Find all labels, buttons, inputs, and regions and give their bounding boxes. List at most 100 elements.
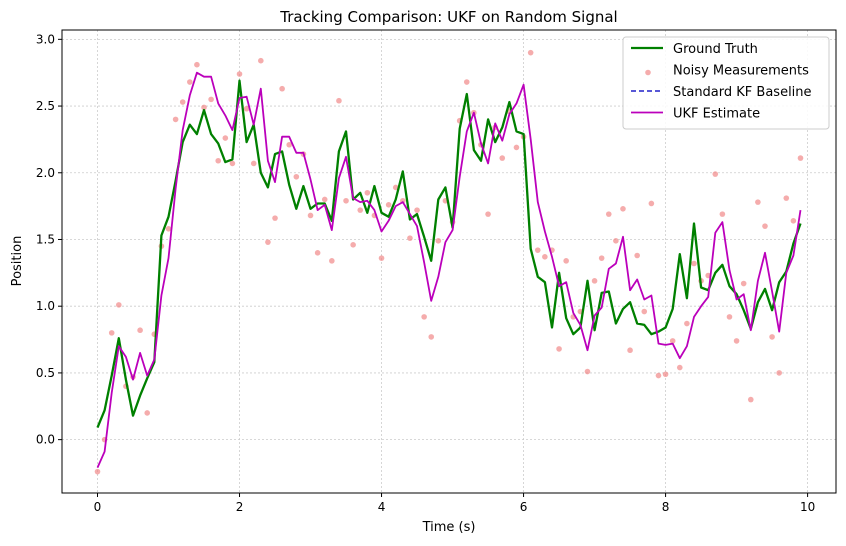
scatter-point bbox=[265, 239, 271, 245]
chart-title: Tracking Comparison: UKF on Random Signa… bbox=[279, 8, 617, 26]
scatter-point bbox=[329, 258, 335, 264]
y-tick-label: 1.5 bbox=[36, 232, 55, 246]
scatter-point bbox=[655, 372, 662, 379]
scatter-point bbox=[591, 278, 598, 284]
scatter-point bbox=[513, 144, 520, 151]
plot-area bbox=[94, 49, 804, 475]
scatter-point bbox=[428, 334, 435, 340]
scatter-point bbox=[94, 468, 101, 475]
scatter-point bbox=[116, 302, 122, 308]
scatter-point bbox=[378, 255, 385, 261]
scatter-point bbox=[357, 207, 364, 213]
scatter-point bbox=[343, 197, 349, 204]
scatter-point bbox=[243, 105, 250, 112]
scatter-point bbox=[769, 334, 775, 340]
scatter-point bbox=[286, 141, 293, 148]
legend-entry-noisy-measurements: Noisy Measurements bbox=[645, 64, 809, 79]
scatter-point bbox=[108, 330, 115, 336]
scatter-point bbox=[747, 396, 754, 403]
scatter-point bbox=[392, 184, 399, 191]
scatter-point bbox=[229, 160, 236, 167]
legend-label: Ground Truth bbox=[673, 42, 758, 57]
legend-label: Noisy Measurements bbox=[673, 64, 809, 79]
line-series-ukf-estimate bbox=[96, 71, 802, 468]
scatter-point bbox=[598, 255, 605, 261]
scatter-point bbox=[407, 235, 413, 241]
y-tick-label: 0.5 bbox=[36, 366, 55, 380]
x-tick-label: 10 bbox=[800, 500, 815, 514]
scatter-point bbox=[194, 61, 200, 68]
scatter-point bbox=[797, 155, 804, 161]
scatter-point bbox=[584, 368, 591, 375]
scatter-point bbox=[201, 104, 207, 111]
scatter-point bbox=[279, 85, 285, 92]
legend-marker bbox=[645, 69, 651, 76]
y-tick-label: 2.5 bbox=[36, 99, 55, 113]
legend-label: UKF Estimate bbox=[673, 107, 760, 122]
y-tick-label: 1.0 bbox=[36, 299, 55, 313]
scatter-point bbox=[215, 157, 222, 164]
scatter-point bbox=[605, 211, 612, 217]
scatter-point bbox=[762, 223, 768, 229]
scatter-point bbox=[669, 338, 676, 344]
scatter-point bbox=[641, 308, 648, 315]
scatter-point bbox=[719, 211, 726, 217]
scatter-point bbox=[307, 212, 314, 219]
y-tick-label: 3.0 bbox=[36, 32, 55, 46]
scatter-point bbox=[527, 49, 534, 56]
legend: Ground Truth Noisy Measurements Standard K… bbox=[622, 36, 830, 130]
scatter-point bbox=[137, 327, 143, 334]
x-axis-label: Time (s) bbox=[422, 520, 476, 535]
scatter-point bbox=[563, 258, 569, 264]
scatter-point bbox=[627, 347, 633, 354]
scatter-point bbox=[648, 200, 655, 207]
x-tick-label: 2 bbox=[236, 500, 244, 514]
x-axis: 0 2 4 6 8 10 bbox=[94, 493, 815, 514]
scatter-point bbox=[172, 116, 179, 123]
scatter-point bbox=[691, 260, 697, 267]
scatter-point bbox=[187, 79, 193, 85]
scatter-point bbox=[350, 242, 356, 248]
scatter-point bbox=[435, 238, 442, 244]
scatter-point bbox=[684, 320, 690, 327]
y-tick-label: 0.0 bbox=[36, 433, 55, 447]
scatter-point bbox=[336, 97, 342, 104]
scatter-point bbox=[385, 201, 392, 208]
scatter-point bbox=[421, 314, 427, 320]
scatter-point bbox=[634, 252, 640, 259]
scatter-point bbox=[321, 196, 328, 203]
scatter-point bbox=[144, 410, 151, 416]
scatter-point bbox=[236, 71, 243, 77]
scatter-point bbox=[726, 314, 733, 320]
scatter-point bbox=[258, 57, 264, 64]
scatter-point bbox=[414, 207, 420, 213]
scatter-point bbox=[620, 205, 626, 212]
scatter-point bbox=[222, 135, 229, 141]
scatter-point bbox=[499, 155, 506, 161]
y-axis: 0.0 0.5 1.0 1.5 2.0 2.5 3.0 bbox=[36, 32, 62, 447]
scatter-point bbox=[662, 371, 669, 378]
scatter-point bbox=[733, 338, 740, 344]
legend-entry-standard-kf-baseline: Standard KF Baseline bbox=[631, 85, 812, 100]
scatter-point bbox=[293, 173, 300, 180]
scatter-point bbox=[556, 346, 562, 352]
scatter-point bbox=[712, 171, 719, 177]
x-tick-label: 0 bbox=[94, 500, 102, 514]
scatter-point bbox=[314, 250, 321, 256]
plot-frame bbox=[61, 29, 837, 494]
scatter-point bbox=[790, 218, 797, 224]
scatter-point bbox=[740, 280, 747, 287]
scatter-point bbox=[250, 160, 257, 167]
scatter-point bbox=[208, 96, 214, 103]
scatter-point bbox=[485, 211, 491, 217]
scatter-point bbox=[165, 226, 172, 232]
legend-entry-ukf-estimate: UKF Estimate bbox=[631, 107, 760, 122]
y-axis-label: Position bbox=[10, 236, 25, 287]
line-series-ground-truth bbox=[96, 79, 802, 429]
legend-box bbox=[622, 36, 830, 130]
scatter-point bbox=[613, 238, 619, 244]
x-tick-label: 4 bbox=[378, 500, 386, 514]
x-tick-label: 6 bbox=[520, 500, 528, 514]
scatter-point bbox=[676, 364, 683, 371]
